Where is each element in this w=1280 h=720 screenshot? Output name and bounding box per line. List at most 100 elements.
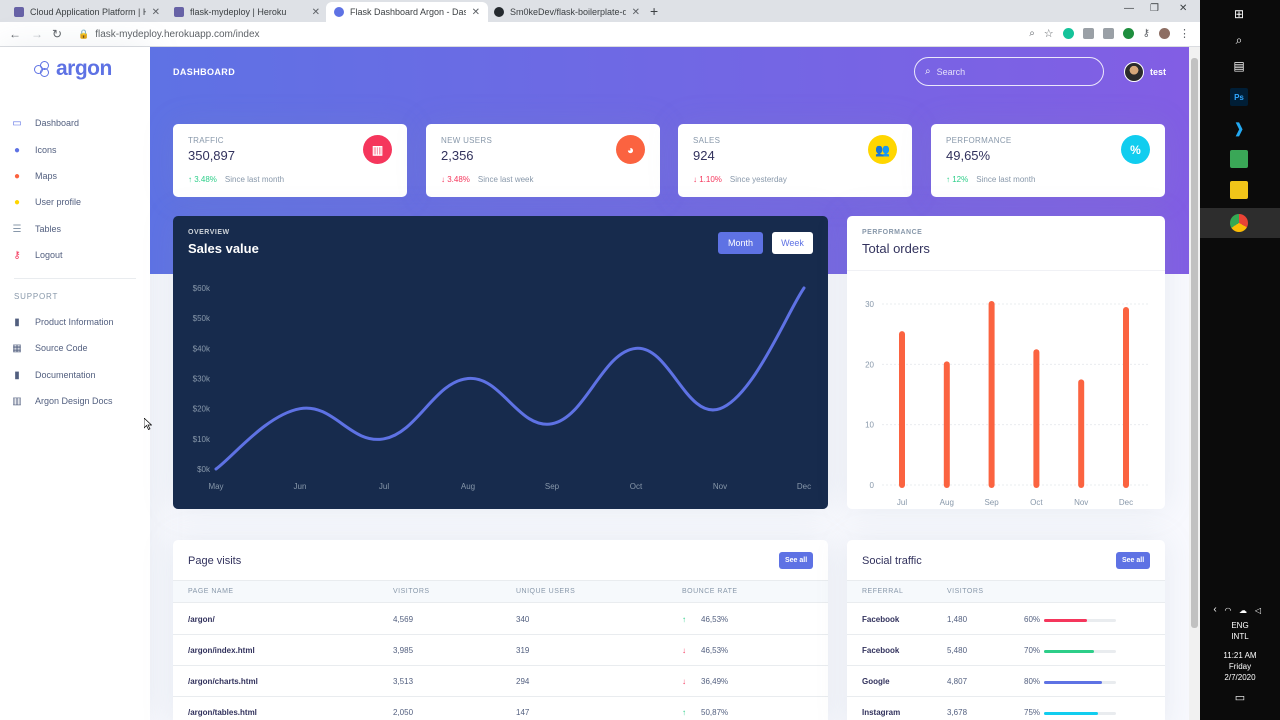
page-title[interactable]: DASHBOARD <box>173 67 236 77</box>
back-icon[interactable]: ← <box>9 27 21 41</box>
page-name[interactable]: /argon/index.html <box>188 646 255 655</box>
see-all-button[interactable]: See all <box>1116 552 1151 569</box>
new-tab-icon[interactable]: + <box>650 3 659 19</box>
browser-tab[interactable]: Sm0keDev/flask-boilerplate-dashboard ✕ <box>486 2 648 22</box>
sidebar-item-maps[interactable]: ● Maps <box>12 169 57 183</box>
key-icon[interactable]: ⚷ <box>1142 28 1150 39</box>
search-icon: ⌕ <box>925 66 931 77</box>
cloud-icon[interactable]: ☁ <box>1239 606 1247 615</box>
sidebar-item-label: Maps <box>35 171 58 181</box>
page-name[interactable]: /argon/tables.html <box>188 708 257 717</box>
page-name[interactable]: /argon/ <box>188 615 215 624</box>
unique-users-count: 294 <box>516 677 530 686</box>
browser-tab[interactable]: flask-mydeploy | Heroku ✕ <box>166 2 328 22</box>
week-toggle-button[interactable]: Week <box>772 232 813 254</box>
menu-icon[interactable]: ⋮ <box>1179 28 1190 40</box>
browser-tab[interactable]: Cloud Application Platform | Heroku ✕ <box>6 2 168 22</box>
sidebar-item-argon-design-docs[interactable]: ▥ Argon Design Docs <box>12 394 112 408</box>
stat-change-value: 12% <box>952 175 969 184</box>
search-input[interactable] <box>936 66 1087 77</box>
x-tick-label: Dec <box>797 482 811 491</box>
close-icon[interactable]: ✕ <box>631 6 640 18</box>
windows-start-icon[interactable]: ⊞ <box>1233 7 1245 21</box>
sidebar-item-icons[interactable]: ● Icons <box>12 143 57 157</box>
search-icon[interactable]: ⌕ <box>1235 32 1243 47</box>
column-header[interactable]: REFERRAL <box>862 588 904 595</box>
language-indicator[interactable]: ENG INTL <box>1200 620 1280 642</box>
column-header[interactable]: UNIQUE USERS <box>516 588 576 595</box>
volume-icon[interactable]: ◁ <box>1254 606 1262 615</box>
date: 2/7/2020 <box>1224 673 1256 682</box>
image-viewer-icon[interactable] <box>1230 150 1248 168</box>
percent-value: 80% <box>1024 677 1041 686</box>
minimize-icon[interactable]: — <box>1124 3 1134 14</box>
visitors-count: 5,480 <box>947 646 968 655</box>
chrome-icon[interactable] <box>1230 214 1248 232</box>
zoom-icon[interactable]: ⌕ <box>1029 28 1035 39</box>
notifications-icon[interactable]: ▭ <box>1234 692 1246 704</box>
arrow-up-icon: ↑ <box>682 708 686 717</box>
extension-green-icon[interactable] <box>1122 28 1134 39</box>
column-header[interactable]: VISITORS <box>393 588 430 595</box>
vue-devtools-icon[interactable] <box>1082 28 1094 39</box>
brand-logo[interactable]: argon <box>34 57 112 81</box>
task-view-icon[interactable]: ▤ <box>1233 59 1245 73</box>
x-tick-label: Sep <box>545 482 560 491</box>
referral-name[interactable]: Facebook <box>862 615 900 624</box>
windows-taskbar: ⊞ ⌕ ▤ Ps ❱ ‹ ◠ ☁ ◁ ENG INTL 11:21 AM Fri… <box>1200 0 1280 720</box>
wifi-icon[interactable]: ◠ <box>1224 606 1232 615</box>
month-toggle-button[interactable]: Month <box>718 232 763 254</box>
column-header[interactable]: BOUNCE RATE <box>682 588 738 595</box>
tab-title: flask-mydeploy | Heroku <box>190 7 287 17</box>
referral-name[interactable]: Facebook <box>862 646 900 655</box>
progress-bar <box>1044 619 1116 622</box>
restore-icon[interactable]: ❐ <box>1150 3 1159 14</box>
user-menu[interactable]: test <box>1124 62 1166 82</box>
stat-label: SALES <box>693 136 721 145</box>
url-field[interactable]: 🔒 flask-mydeploy.herokuapp.com/index <box>78 26 1118 43</box>
star-icon[interactable]: ☆ <box>1043 28 1054 40</box>
percent-icon: % <box>1121 135 1150 164</box>
column-header[interactable]: PAGE NAME <box>188 588 234 595</box>
file-explorer-icon[interactable] <box>1230 181 1248 199</box>
browser-tab-active[interactable]: Flask Dashboard Argon - Dashboard ✕ <box>326 2 488 22</box>
column-header[interactable]: VISITORS <box>947 588 984 595</box>
search-box[interactable]: ⌕ <box>914 57 1104 86</box>
sidebar-item-tables[interactable]: ☰ Tables <box>12 222 62 236</box>
progress-bar-fill <box>1044 712 1098 715</box>
y-tick-label: $10k <box>193 435 211 444</box>
see-all-button[interactable]: See all <box>779 552 814 569</box>
close-icon[interactable]: ✕ <box>471 6 480 18</box>
close-icon[interactable]: ✕ <box>311 6 320 18</box>
photoshop-icon[interactable]: Ps <box>1230 88 1248 106</box>
clock[interactable]: 11:21 AM Friday 2/7/2020 <box>1200 650 1280 683</box>
sidebar-item-label: Dashboard <box>35 118 80 128</box>
sidebar-item-user-profile[interactable]: ● User profile <box>12 195 81 209</box>
sidebar-item-logout[interactable]: ⚷ Logout <box>12 248 62 262</box>
forward-icon[interactable]: → <box>31 27 43 41</box>
grammarly-icon[interactable] <box>1062 28 1074 39</box>
close-icon[interactable]: ✕ <box>151 6 160 18</box>
close-window-icon[interactable]: ✕ <box>1179 3 1188 14</box>
arrow-down-icon: ↓ <box>441 175 445 184</box>
extension-icon[interactable] <box>1102 28 1114 39</box>
sidebar-divider <box>14 278 136 279</box>
sidebar-item-product-information[interactable]: ▮ Product Information <box>12 315 113 329</box>
sidebar-item-source-code[interactable]: ▦ Source Code <box>12 341 87 355</box>
page-scrollbar-thumb[interactable] <box>1191 58 1198 628</box>
stat-change: ↑ 12% <box>946 175 968 184</box>
sidebar-item-dashboard[interactable]: ▭ Dashboard <box>12 116 79 130</box>
table-row: /argon/index.html 3,985 319 ↓ 46,53% <box>173 635 828 666</box>
reload-icon[interactable]: ↻ <box>52 27 63 41</box>
referral-name[interactable]: Instagram <box>862 708 901 717</box>
referral-name[interactable]: Google <box>862 677 890 686</box>
heroku-favicon-icon <box>14 7 24 17</box>
sidebar-item-documentation[interactable]: ▮ Documentation <box>12 368 95 382</box>
profile-avatar-icon[interactable] <box>1159 28 1170 39</box>
chevron-up-icon[interactable]: ‹ <box>1213 604 1217 615</box>
page-name[interactable]: /argon/charts.html <box>188 677 258 686</box>
vscode-icon[interactable]: ❱ <box>1233 119 1245 136</box>
visitors-count: 2,050 <box>393 708 414 717</box>
arrow-up-icon: ↑ <box>682 615 686 624</box>
arrow-down-icon: ↓ <box>682 646 686 655</box>
